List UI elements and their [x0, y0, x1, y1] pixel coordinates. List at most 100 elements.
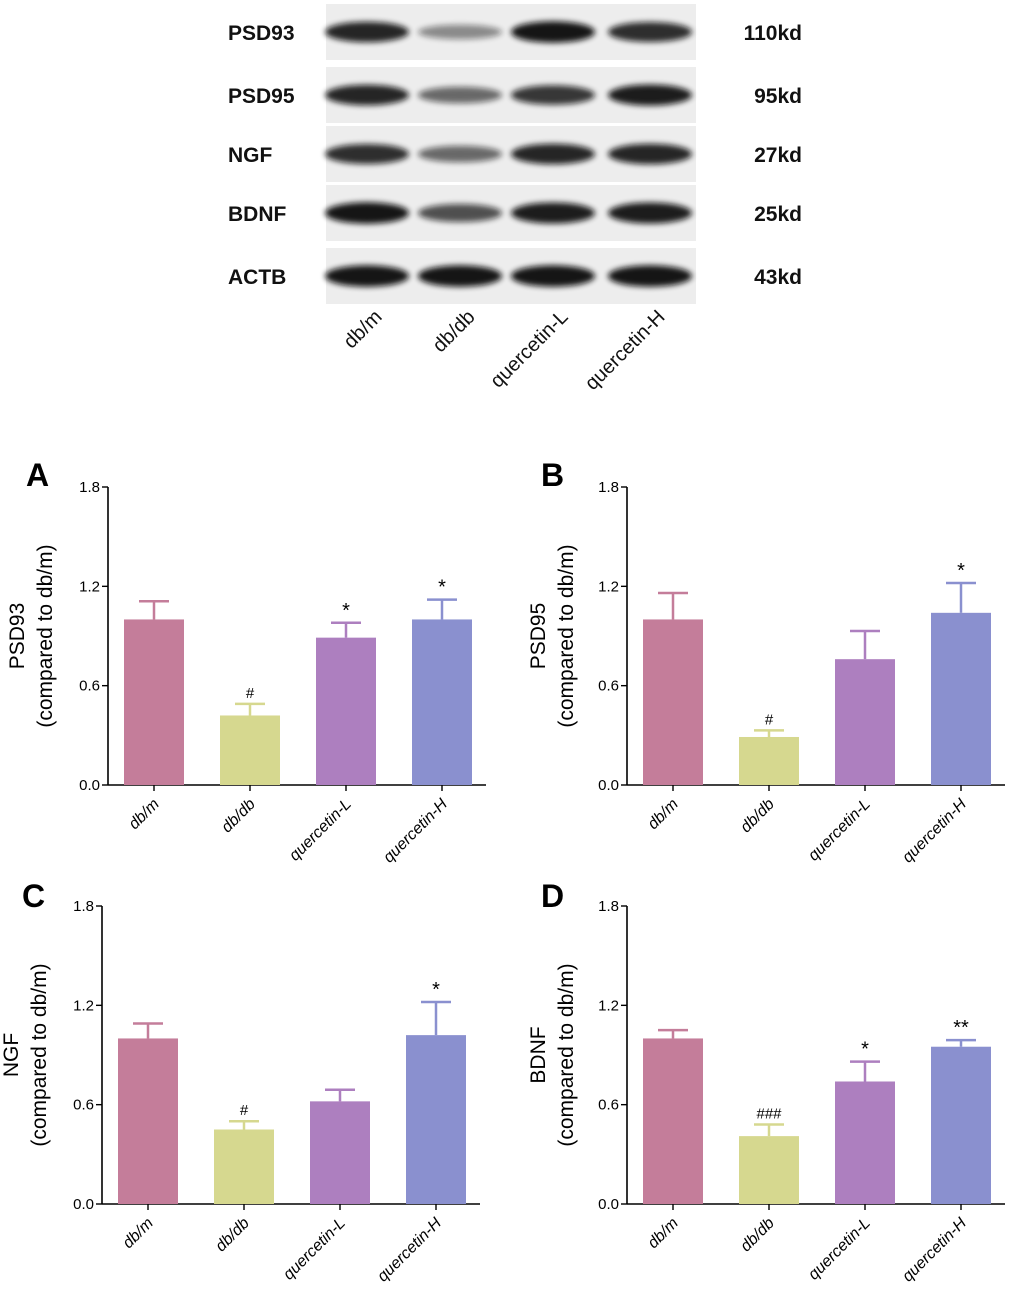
y-axis-label: NGF (compared to db/m): [0, 963, 51, 1146]
y-axis-label-line1: PSD95: [527, 603, 550, 670]
x-tick-label: db/db: [212, 1215, 252, 1255]
bar: [643, 619, 703, 785]
y-tick-label: 1.8: [79, 479, 100, 496]
blot-size-label: 43kd: [754, 266, 802, 289]
x-tick-label: quercetin-H: [899, 795, 970, 866]
x-tick-label: db/m: [645, 796, 682, 833]
y-axis-label-line2: (compared to db/m): [555, 544, 578, 727]
blot-band: [325, 144, 409, 164]
panel-letter: A: [26, 457, 49, 493]
y-tick-label: 1.2: [79, 578, 100, 595]
blot-size-label: 110kd: [744, 22, 802, 45]
blot-protein-label: PSD95: [228, 85, 295, 108]
y-axis-label-line1: BDNF: [527, 1026, 550, 1083]
bar: [835, 659, 895, 785]
y-tick-label: 1.2: [598, 997, 619, 1014]
blot-band: [511, 265, 595, 287]
x-tick-label: quercetin-L: [805, 1215, 874, 1284]
y-axis-label-line1: NGF: [0, 1033, 23, 1077]
blot-band: [511, 143, 595, 165]
blot-band: [325, 21, 409, 43]
significance-label: #: [246, 685, 255, 702]
bar: [214, 1129, 274, 1204]
panel-d: D 0.0 0.6 1.2 1.8 BDNF (compared to db/m) db/m d…: [527, 878, 1005, 1285]
blot-protein-label: PSD93: [228, 22, 295, 45]
blot-band: [608, 143, 692, 165]
blot-band: [418, 24, 502, 40]
blot-band: [325, 265, 409, 287]
blot-protein-label: BDNF: [228, 203, 286, 226]
x-tick-label: quercetin-L: [280, 1215, 349, 1284]
bar: [931, 612, 991, 785]
x-tick-label: quercetin-H: [374, 1214, 445, 1285]
blot-protein-label: ACTB: [228, 266, 286, 289]
western-blot: PSD93 110kd PSD95 95kd NGF 27kd BDNF 25kd ACTB 43…: [228, 4, 802, 395]
y-tick-label: 1.8: [598, 479, 619, 496]
x-tick-label: quercetin-H: [380, 795, 451, 866]
bar: [316, 637, 376, 785]
blot-band: [325, 84, 409, 106]
significance-label: **: [953, 1017, 969, 1039]
x-tick-label: quercetin-L: [805, 796, 874, 865]
y-axis-label-line1: PSD93: [6, 603, 29, 670]
x-tick-label: db/db: [737, 796, 777, 836]
y-tick-label: 0.6: [73, 1097, 94, 1114]
y-tick-label: 0.6: [598, 678, 619, 695]
panel-b: B 0.0 0.6 1.2 1.8 PSD95 (compared to db/m) db/m…: [527, 457, 1005, 866]
bar: [931, 1046, 991, 1204]
blot-band: [418, 265, 502, 287]
y-axis-label: PSD95 (compared to db/m): [527, 544, 578, 727]
bar: [643, 1038, 703, 1204]
blot-row-psd93: PSD93 110kd: [228, 4, 802, 60]
bar: [835, 1081, 895, 1204]
blot-band: [418, 145, 502, 163]
y-axis-label: BDNF (compared to db/m): [527, 963, 578, 1146]
y-axis-label-line2: (compared to db/m): [28, 963, 51, 1146]
y-tick-label: 0.6: [79, 678, 100, 695]
y-tick-label: 1.8: [598, 898, 619, 915]
y-tick-label: 1.2: [598, 578, 619, 595]
blot-size-label: 27kd: [754, 144, 802, 167]
y-tick-label: 1.2: [73, 997, 94, 1014]
significance-label: *: [432, 979, 440, 1001]
bar: [124, 619, 184, 785]
bar: [310, 1101, 370, 1204]
panel-c: C 0.0 0.6 1.2 1.8 NGF (compared to db/m) db/m db…: [0, 878, 480, 1285]
x-tick-label: quercetin-L: [286, 796, 355, 865]
x-tick-label: db/m: [126, 796, 163, 833]
y-tick-label: 0.0: [73, 1196, 94, 1213]
bar: [739, 736, 799, 785]
panel-letter: D: [541, 878, 564, 914]
blot-band: [608, 84, 692, 106]
significance-label: *: [342, 600, 350, 622]
blot-band: [608, 22, 692, 42]
blot-band: [418, 204, 502, 222]
bar: [118, 1038, 178, 1204]
y-tick-label: 1.8: [73, 898, 94, 915]
y-axis-label-line2: (compared to db/m): [555, 963, 578, 1146]
x-tick-label: quercetin-H: [899, 1214, 970, 1285]
y-axis-label: PSD93 (compared to db/m): [6, 544, 57, 727]
x-tick-label: db/m: [645, 1215, 682, 1252]
bar: [406, 1035, 466, 1204]
x-tick-label: db/db: [737, 1215, 777, 1255]
significance-label: *: [861, 1039, 869, 1061]
blot-row-actb: ACTB 43kd: [228, 248, 802, 304]
blot-band: [511, 21, 595, 43]
significance-label: #: [240, 1102, 249, 1119]
blot-band: [511, 202, 595, 224]
x-tick-label: db/m: [120, 1215, 157, 1252]
y-tick-label: 0.6: [598, 1097, 619, 1114]
y-tick-label: 0.0: [79, 777, 100, 794]
blot-row-psd95: PSD95 95kd: [228, 67, 802, 123]
bar: [220, 715, 280, 785]
blot-band: [608, 202, 692, 224]
significance-label: ###: [756, 1106, 782, 1123]
x-tick-label: db/db: [218, 796, 258, 836]
bar: [739, 1136, 799, 1204]
blot-row-bdnf: BDNF 25kd: [228, 185, 802, 241]
blot-band: [608, 265, 692, 287]
blot-band: [511, 85, 595, 105]
blot-size-label: 25kd: [754, 203, 802, 226]
